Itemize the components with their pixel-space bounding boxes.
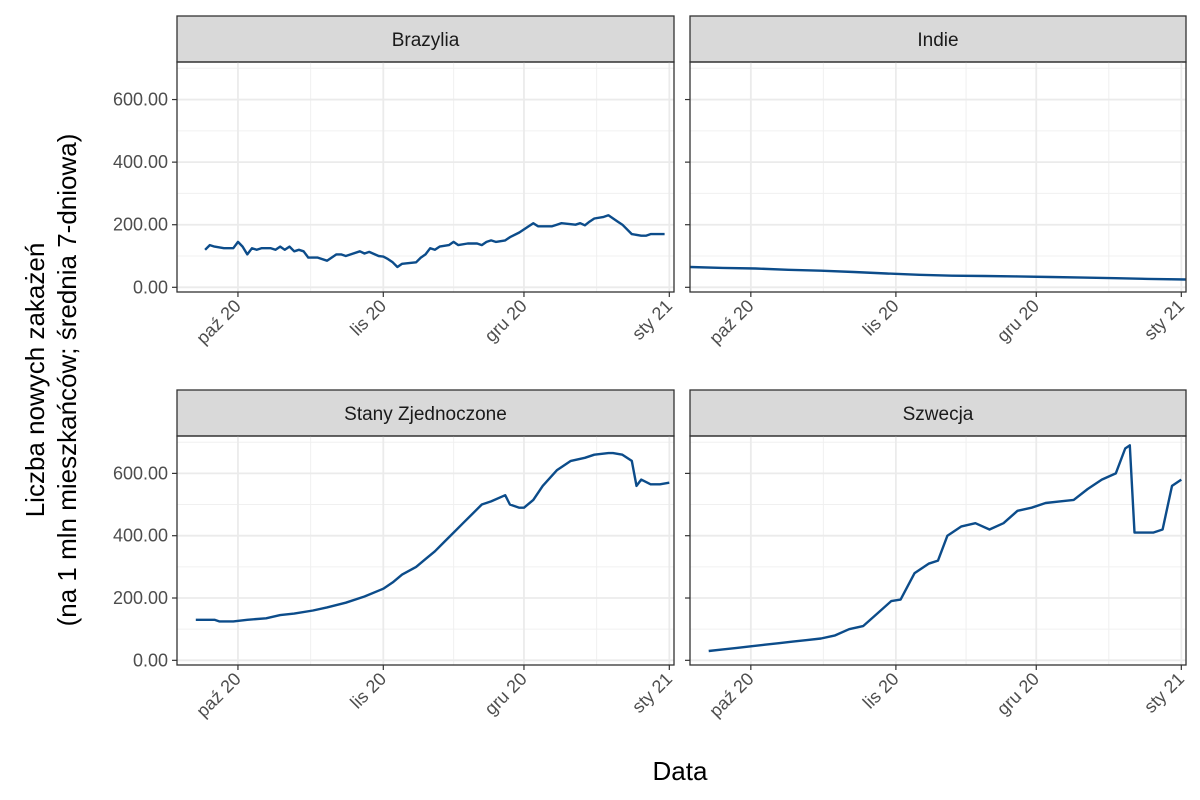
panel-title: Szwecja: [903, 404, 974, 425]
panel-border: [689, 61, 1187, 293]
panel-3: Stany Zjednoczone 0.00 200.00 400.00 600.00 p…: [113, 389, 676, 721]
panel-strip: [689, 389, 1187, 437]
series-line: [708, 444, 1182, 653]
x-axis-title: Data: [653, 756, 708, 786]
panel-title: Stany Zjednoczone: [344, 404, 507, 425]
series-line: [195, 451, 670, 623]
y-axis-title-line2: (na 1 mln mieszkańców; średnia 7-dniowa): [52, 134, 82, 627]
panel-strip: [176, 389, 675, 437]
x-tick-label: lis 20: [859, 296, 903, 340]
panel-1: Brazylia 0.00 200.00 400.00 600.00 paź 20 lis …: [113, 15, 676, 348]
x-tick-label: lis 20: [346, 296, 390, 340]
panel-strip: [689, 15, 1187, 63]
x-tick-label: gru 20: [481, 669, 531, 719]
y-tick-label: 0.00: [133, 650, 168, 670]
x-tick-label: paź 20: [192, 669, 244, 721]
x-tick-label: gru 20: [481, 296, 531, 346]
y-tick-label: 200.00: [113, 588, 168, 608]
y-tick-label: 200.00: [113, 215, 168, 235]
x-tick-label: lis 20: [859, 669, 903, 713]
y-tick-label: 400.00: [113, 152, 168, 172]
y-tick-label: 0.00: [133, 277, 168, 297]
panels-layer: Brazylia 0.00 200.00 400.00 600.00 paź 20 lis …: [113, 15, 1188, 721]
x-tick-label: gru 20: [993, 296, 1043, 346]
x-tick-label: sty 21: [628, 296, 676, 344]
x-tick-label: paź 20: [705, 669, 757, 721]
x-tick-label: gru 20: [993, 669, 1043, 719]
x-tick-label: sty 21: [1140, 296, 1188, 344]
panel-strip: [176, 15, 675, 63]
y-tick-label: 400.00: [113, 526, 168, 546]
y-axis-title-group: Liczba nowych zakażeń (na 1 mln mieszkań…: [20, 134, 82, 627]
x-tick-label: sty 21: [628, 669, 676, 717]
panel-2: Indie paź 20 lis 20 gru 20 sty 21: [685, 15, 1188, 348]
y-tick-label: 600.00: [113, 463, 168, 483]
y-tick-label: 600.00: [113, 90, 168, 110]
panel-border: [176, 435, 675, 666]
panel-border: [176, 61, 675, 293]
panel-border: [689, 435, 1187, 666]
series-line: [204, 214, 665, 269]
x-tick-label: sty 21: [1140, 669, 1188, 717]
panel-title: Brazylia: [392, 30, 460, 51]
x-tick-label: lis 20: [346, 669, 390, 713]
panel-4: Szwecja paź 20 lis 20 gru 20 sty 21: [685, 389, 1188, 721]
panel-title: Indie: [917, 30, 958, 51]
x-tick-label: paź 20: [705, 296, 757, 348]
y-axis-title-line1: Liczba nowych zakażeń: [20, 243, 50, 518]
x-tick-label: paź 20: [192, 296, 244, 348]
series-line: [689, 265, 1187, 281]
